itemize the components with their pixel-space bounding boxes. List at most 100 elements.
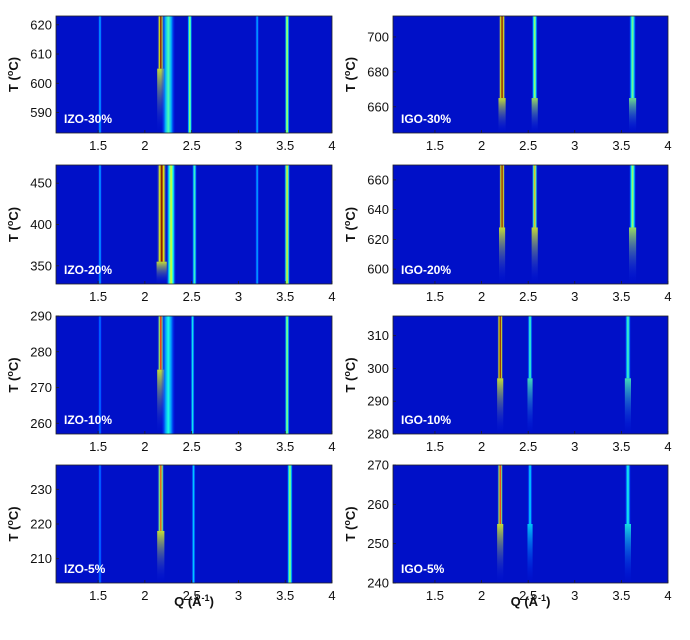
x-tick-label: 2.5 xyxy=(183,588,201,603)
diffraction-peak-tail xyxy=(628,98,637,133)
y-tick-label: 290 xyxy=(30,309,52,324)
diffraction-peak xyxy=(497,465,504,524)
x-tick-label: 2.5 xyxy=(519,588,537,603)
diffraction-peak xyxy=(531,165,538,228)
diffraction-peak xyxy=(497,316,504,379)
y-tick-label: 280 xyxy=(367,427,389,442)
diffraction-peak-tail xyxy=(498,98,506,133)
diffraction-peak xyxy=(191,165,198,284)
diffraction-peak xyxy=(284,316,290,434)
x-tick-label: 4 xyxy=(328,289,335,304)
diffraction-peak-tail xyxy=(497,524,504,583)
heatmap-panel: IGO-30% 660 680 700 1.5 2 2.5 3 3.5 4 T (oC) xyxy=(342,15,672,153)
panel-label: IZO-5% xyxy=(64,562,106,576)
plot-frame xyxy=(392,164,669,285)
x-tick-label: 3 xyxy=(571,588,578,603)
diffraction-peak xyxy=(284,165,291,284)
x-tick-label: 3 xyxy=(235,138,242,153)
diffraction-peak xyxy=(190,316,195,434)
x-tick-label: 4 xyxy=(664,588,671,603)
x-tick-label: 3 xyxy=(235,439,242,454)
panel-label: IZO-10% xyxy=(64,413,112,427)
y-tick-label: 290 xyxy=(367,394,389,409)
diffraction-peak-tail xyxy=(498,227,506,284)
diffraction-peak xyxy=(157,16,165,69)
x-tick-label: 3.5 xyxy=(612,588,630,603)
diffraction-peak-tail xyxy=(156,261,167,284)
y-axis-label: T (oC) xyxy=(342,57,358,92)
x-tick-label: 2 xyxy=(478,138,485,153)
x-tick-label: 4 xyxy=(664,289,671,304)
x-tick-label: 3.5 xyxy=(276,588,294,603)
x-tick-label: 2.5 xyxy=(183,439,201,454)
x-tick-label: 3 xyxy=(571,439,578,454)
diffraction-peak xyxy=(187,16,193,133)
y-tick-label: 260 xyxy=(367,497,389,512)
diffraction-peak xyxy=(165,165,177,284)
x-tick-label: 2 xyxy=(478,439,485,454)
x-tick-label: 4 xyxy=(328,138,335,153)
x-tick-label: 2 xyxy=(141,439,148,454)
y-axis-label: T (oC) xyxy=(5,57,21,92)
x-tick-label: 2.5 xyxy=(183,138,201,153)
y-tick-label: 400 xyxy=(30,217,52,232)
plot-frame xyxy=(392,315,669,435)
diffraction-peak-tail xyxy=(624,524,631,583)
x-tick-label: 2.5 xyxy=(519,289,537,304)
x-tick-label: 2 xyxy=(141,138,148,153)
diffraction-peak-tail xyxy=(527,524,533,583)
x-tick-label: 4 xyxy=(328,439,335,454)
y-tick-label: 680 xyxy=(367,64,389,79)
diffraction-peak-tail xyxy=(531,98,538,133)
x-tick-label: 2.5 xyxy=(183,289,201,304)
heatmap-panel: IGO-5% 240 250 260 270 1.5 2 2.5 3 3.5 4 T (oC) xyxy=(342,458,672,604)
panel-label: IGO-10% xyxy=(401,413,451,427)
diffraction-peak xyxy=(531,16,538,99)
diffraction-peak xyxy=(97,165,102,284)
y-tick-label: 310 xyxy=(367,328,389,343)
x-tick-label: 3 xyxy=(571,138,578,153)
x-tick-label: 2 xyxy=(478,588,485,603)
y-tick-label: 280 xyxy=(30,344,52,359)
y-tick-label: 620 xyxy=(367,232,389,247)
diffraction-peak-tail xyxy=(531,227,538,284)
x-tick-label: 3.5 xyxy=(612,138,630,153)
heatmap-panel: IZO-20% 350 400 450 1.5 2 2.5 3 3.5 4 T (oC) xyxy=(5,164,336,304)
x-tick-label: 1.5 xyxy=(426,588,444,603)
panel-label: IGO-5% xyxy=(401,562,445,576)
y-tick-label: 590 xyxy=(30,105,52,120)
y-tick-label: 620 xyxy=(30,17,52,32)
x-axis-label: Q (Å-1) xyxy=(511,593,551,609)
y-tick-label: 240 xyxy=(367,576,389,591)
y-tick-label: 660 xyxy=(367,99,389,114)
x-tick-label: 1.5 xyxy=(89,138,107,153)
x-tick-label: 3 xyxy=(571,289,578,304)
diffraction-peak xyxy=(255,165,260,284)
y-axis-label: T (oC) xyxy=(5,506,21,541)
x-tick-label: 3.5 xyxy=(276,138,294,153)
x-tick-label: 4 xyxy=(664,138,671,153)
x-tick-label: 1.5 xyxy=(426,138,444,153)
diffraction-peak xyxy=(255,16,260,133)
y-tick-label: 210 xyxy=(30,551,52,566)
diffraction-peak xyxy=(161,16,176,133)
y-axis-label: T (oC) xyxy=(342,207,358,242)
diffraction-peak xyxy=(157,465,165,531)
y-tick-label: 350 xyxy=(30,258,52,273)
x-tick-label: 2 xyxy=(141,588,148,603)
diffraction-peak-tail xyxy=(157,68,165,133)
y-tick-label: 660 xyxy=(367,172,389,187)
x-tick-label: 3.5 xyxy=(276,439,294,454)
y-axis-label: T (oC) xyxy=(342,357,358,392)
x-tick-label: 2 xyxy=(478,289,485,304)
diffraction-peak xyxy=(156,165,167,262)
x-tick-label: 3.5 xyxy=(276,289,294,304)
heatmap-panel: IGO-20% 600 620 640 660 1.5 2 2.5 3 3.5 4 T (oC) xyxy=(342,164,672,304)
plot-frame xyxy=(55,315,333,435)
diffraction-peak xyxy=(628,165,637,228)
x-tick-label: 1.5 xyxy=(89,588,107,603)
diffraction-peak-tail xyxy=(497,378,504,434)
diffraction-peak-tail xyxy=(624,378,631,434)
x-tick-label: 3 xyxy=(235,289,242,304)
